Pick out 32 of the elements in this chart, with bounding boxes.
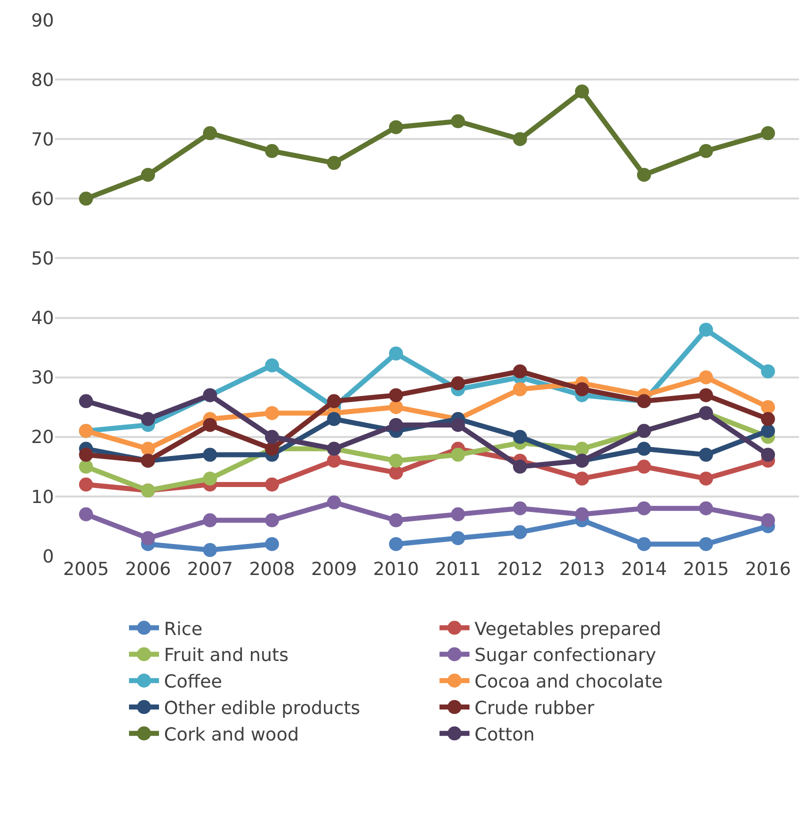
- x-tick-label: 2014: [621, 559, 667, 580]
- y-tick-label: 60: [31, 188, 54, 210]
- x-tick-label: 2010: [373, 559, 419, 580]
- legend-label: Coffee: [164, 672, 222, 693]
- x-tick-label: 2015: [683, 559, 729, 580]
- y-tick-label: 0: [42, 546, 54, 568]
- x-tick-label: 2012: [497, 559, 543, 580]
- x-tick-label: 2006: [125, 559, 171, 580]
- y-tick-label: 50: [31, 248, 54, 270]
- legend-label: Other edible products: [164, 698, 360, 720]
- x-tick-label: 2008: [249, 559, 295, 580]
- legend-label: Cocoa and chocolate: [474, 672, 663, 693]
- x-tick-label: 2016: [745, 559, 791, 580]
- legend-label: Crude rubber: [474, 698, 595, 720]
- y-tick-label: 30: [31, 368, 54, 389]
- x-tick-label: 2007: [187, 559, 233, 580]
- legend-label: Cork and wood: [164, 724, 299, 746]
- y-tick-label: 80: [31, 70, 54, 91]
- x-tick-label: 2011: [435, 559, 481, 580]
- legend-label: Sugar confectionary: [474, 645, 656, 666]
- legend-label: Rice: [164, 618, 202, 640]
- legend-label: Vegetables prepared: [474, 618, 662, 640]
- legend-label: Cotton: [474, 724, 535, 746]
- y-tick-label: 10: [31, 486, 54, 508]
- y-tick-label: 70: [31, 129, 54, 150]
- x-tick-label: 2013: [559, 559, 605, 580]
- x-tick-label: 2005: [63, 559, 109, 580]
- y-tick-label: 20: [31, 427, 54, 448]
- y-tick-label: 40: [31, 308, 54, 330]
- legend-label: Fruit and nuts: [164, 645, 288, 666]
- y-tick-label: 90: [31, 10, 54, 32]
- x-tick-label: 2009: [311, 559, 357, 580]
